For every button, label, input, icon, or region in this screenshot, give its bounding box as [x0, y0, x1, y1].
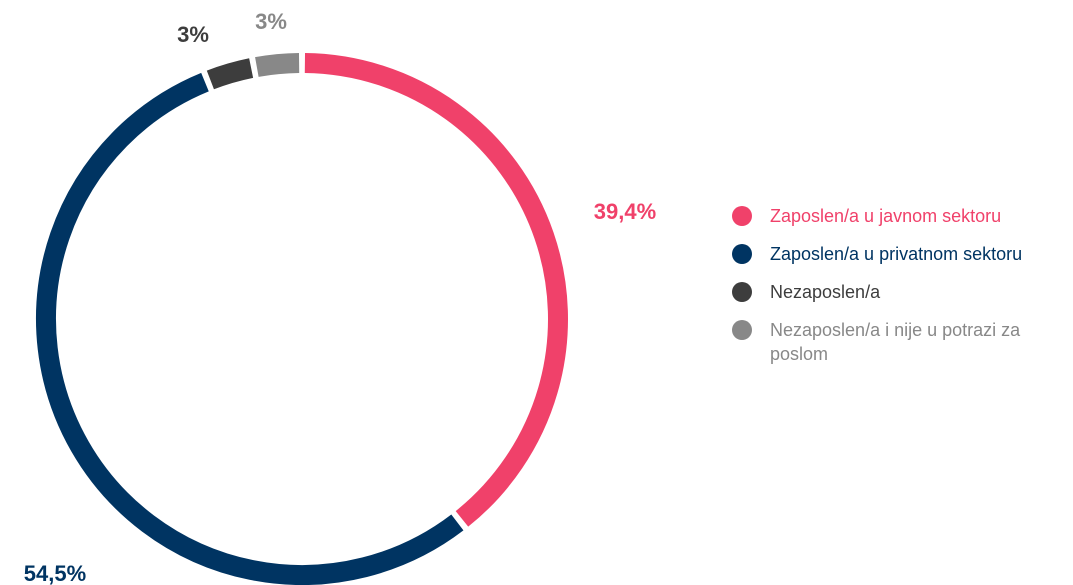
donut-segment — [255, 53, 300, 77]
legend-label: Zaposlen/a u javnom sektoru — [770, 206, 1002, 226]
legend-label: Zaposlen/a u privatnom sektoru — [770, 244, 1023, 264]
legend-item: Zaposlen/a u javnom sektoru — [730, 204, 1070, 228]
value-label: 39,4% — [594, 199, 656, 224]
legend-swatch — [732, 244, 752, 264]
legend-item: Zaposlen/a u privatnom sektoru — [730, 242, 1070, 266]
value-label: 3% — [255, 9, 287, 34]
legend-label: Nezaposlen/a — [770, 282, 881, 302]
donut-segment — [304, 53, 568, 527]
legend-swatch — [732, 282, 752, 302]
legend-swatch — [732, 320, 752, 340]
value-label: 3% — [177, 22, 209, 47]
legend-swatch — [732, 206, 752, 226]
legend-item: Nezaposlen/a i nije u potrazi za poslom — [730, 318, 1070, 366]
value-label: 54,5% — [24, 561, 86, 585]
legend: Zaposlen/a u javnom sektoru Zaposlen/a u … — [730, 204, 1070, 380]
donut-segment — [206, 58, 254, 90]
legend-label: Nezaposlen/a i nije u potrazi za poslom — [770, 320, 1021, 364]
legend-item: Nezaposlen/a — [730, 280, 1070, 304]
donut-segment — [36, 72, 464, 585]
